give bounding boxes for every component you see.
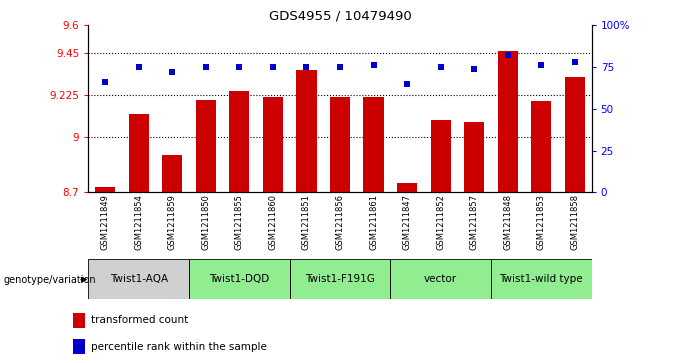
Text: GSM1211851: GSM1211851	[302, 194, 311, 250]
Text: transformed count: transformed count	[91, 315, 188, 325]
Text: GSM1211850: GSM1211850	[201, 194, 210, 250]
Bar	[88, 258, 189, 299]
Point	[335, 64, 345, 70]
Bar	[364, 97, 384, 192]
Point	[368, 62, 379, 68]
Text: GSM1211857: GSM1211857	[470, 194, 479, 250]
Point	[469, 66, 479, 72]
Point	[267, 64, 278, 70]
Bar	[129, 114, 149, 192]
Bar	[464, 122, 484, 192]
Text: GSM1211847: GSM1211847	[403, 194, 411, 250]
Text: GSM1211860: GSM1211860	[269, 194, 277, 250]
Text: GDS4955 / 10479490: GDS4955 / 10479490	[269, 9, 411, 22]
Bar	[290, 258, 390, 299]
Point	[133, 64, 144, 70]
Text: Twist1-AQA: Twist1-AQA	[109, 274, 168, 284]
Bar	[296, 70, 316, 192]
Bar	[498, 52, 517, 192]
Text: GSM1211861: GSM1211861	[369, 194, 378, 250]
Text: GSM1211859: GSM1211859	[168, 194, 177, 250]
Text: percentile rank within the sample: percentile rank within the sample	[91, 342, 267, 352]
Point	[435, 64, 446, 70]
Point	[569, 59, 580, 65]
Bar	[531, 102, 551, 192]
Bar	[73, 313, 86, 328]
Text: Twist1-F191G: Twist1-F191G	[305, 274, 375, 284]
Point	[100, 79, 111, 85]
Bar	[189, 258, 290, 299]
Bar	[95, 187, 115, 192]
Point	[201, 64, 211, 70]
Bar	[397, 183, 417, 192]
Bar	[196, 99, 216, 192]
Text: GSM1211848: GSM1211848	[503, 194, 512, 250]
Text: GSM1211858: GSM1211858	[571, 194, 579, 250]
Bar	[73, 339, 86, 354]
Text: GSM1211853: GSM1211853	[537, 194, 546, 250]
Text: genotype/variation: genotype/variation	[3, 275, 96, 285]
Bar	[163, 155, 182, 192]
Text: GSM1211856: GSM1211856	[335, 194, 345, 250]
Bar	[330, 97, 350, 192]
Point	[536, 62, 547, 68]
Point	[234, 64, 245, 70]
Bar	[430, 120, 451, 192]
Text: Twist1-wild type: Twist1-wild type	[500, 274, 583, 284]
Text: GSM1211854: GSM1211854	[134, 194, 143, 250]
Text: GSM1211852: GSM1211852	[436, 194, 445, 250]
Text: GSM1211855: GSM1211855	[235, 194, 244, 250]
Bar	[229, 91, 250, 192]
Bar	[390, 258, 491, 299]
Text: GSM1211849: GSM1211849	[101, 194, 109, 250]
Point	[503, 53, 513, 58]
Bar	[263, 97, 283, 192]
Point	[301, 64, 312, 70]
Point	[167, 69, 177, 75]
Text: vector: vector	[424, 274, 457, 284]
Bar	[565, 77, 585, 192]
Bar	[491, 258, 592, 299]
Point	[402, 81, 413, 87]
Text: Twist1-DQD: Twist1-DQD	[209, 274, 269, 284]
